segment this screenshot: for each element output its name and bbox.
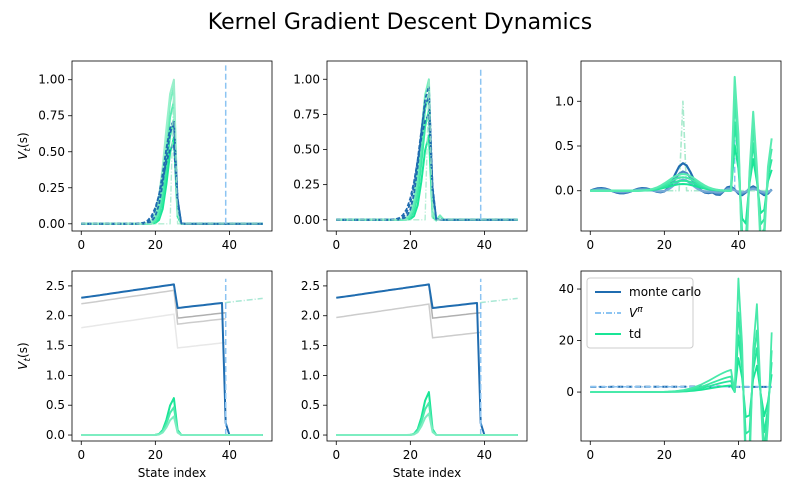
v-pi-curve xyxy=(336,78,518,221)
x-tick-label: 0 xyxy=(77,448,85,462)
x-tick-label: 40 xyxy=(731,448,746,462)
y-tick-label: 2.5 xyxy=(46,279,65,293)
x-tick-label: 20 xyxy=(657,448,672,462)
x-tick-label: 0 xyxy=(586,238,594,252)
td-curve xyxy=(81,415,263,436)
plot-area xyxy=(336,278,518,436)
initial-value-curve xyxy=(336,303,481,339)
y-tick-label: 0.0 xyxy=(46,428,65,442)
y-tick-label: 0.25 xyxy=(38,181,65,195)
y-axis-label-base: V xyxy=(16,361,30,370)
x-tick-label: 40 xyxy=(731,238,746,252)
panel-top-left: 0 20 40 0.00 0.25 0.50 0.75 1.00 Vt(s) xyxy=(16,60,273,252)
x-tick-label: 40 xyxy=(477,448,492,462)
y-tick-label: 1.0 xyxy=(555,94,574,108)
y-tick-label: 2.0 xyxy=(46,309,65,323)
axes-frame xyxy=(71,60,273,232)
legend-label: Vπ xyxy=(629,305,643,320)
x-tick-label: 40 xyxy=(222,238,237,252)
y-tick-label: 0.50 xyxy=(293,143,320,157)
y-tick-label: 0.5 xyxy=(46,398,65,412)
figure-title: Kernel Gradient Descent Dynamics xyxy=(208,10,592,35)
plot-area xyxy=(590,277,773,441)
y-tick-label: 0.75 xyxy=(293,107,320,121)
panel-bottom-right: 0 20 40 0 20 40 monte carlo Vπ td xyxy=(559,270,782,462)
td-curve xyxy=(590,75,773,231)
y-tick-label: 0.00 xyxy=(38,217,65,231)
x-tick-label: 20 xyxy=(657,238,672,252)
x-axis-label: State index xyxy=(393,466,461,480)
x-tick-label: 0 xyxy=(332,238,340,252)
x-tick-label: 20 xyxy=(403,448,418,462)
legend-box xyxy=(586,277,694,349)
y-axis-label-sub: t xyxy=(23,147,33,151)
x-tick-label: 0 xyxy=(332,448,340,462)
panel-top-middle: 0 20 40 0.00 0.25 0.50 0.75 1.00 xyxy=(293,60,528,252)
y-axis-label: Vt(s) xyxy=(16,342,33,369)
y-tick-label: 1.5 xyxy=(301,339,320,353)
v-pi-curve xyxy=(81,78,263,225)
y-tick-label: 0.0 xyxy=(301,428,320,442)
legend-label: monte carlo xyxy=(629,285,701,299)
plot-area xyxy=(81,278,263,436)
y-axis-label-rest: (s) xyxy=(16,132,30,148)
y-tick-label: 20 xyxy=(559,334,574,348)
panel-top-right: 0 20 40 0.0 0.5 1.0 xyxy=(555,60,782,252)
y-axis-label-base: V xyxy=(16,151,30,160)
y-tick-label: 0.5 xyxy=(555,139,574,153)
panel-bottom-middle: 0 20 40 0.0 0.5 1.0 1.5 2.0 2.5 State index xyxy=(301,270,528,480)
td-curve xyxy=(336,412,518,436)
y-tick-label: 0.75 xyxy=(38,109,65,123)
axes-frame xyxy=(326,270,528,442)
y-tick-label: 0.00 xyxy=(293,213,320,227)
y-tick-label: 1.00 xyxy=(293,72,320,86)
plot-area xyxy=(81,65,263,225)
x-tick-label: 20 xyxy=(403,238,418,252)
initial-value-curve xyxy=(81,289,226,325)
y-axis-label-sub: t xyxy=(23,357,33,361)
y-tick-label: 2.0 xyxy=(301,309,320,323)
x-tick-label: 0 xyxy=(77,238,85,252)
y-tick-label: 0 xyxy=(566,385,574,399)
x-tick-label: 40 xyxy=(222,448,237,462)
y-tick-label: 0.0 xyxy=(555,184,574,198)
y-tick-label: 0.5 xyxy=(301,398,320,412)
legend-label: td xyxy=(629,327,641,341)
y-tick-label: 0.50 xyxy=(38,145,65,159)
y-axis-label-rest: (s) xyxy=(16,342,30,358)
axes-frame xyxy=(71,270,273,442)
y-axis-label: Vt(s) xyxy=(16,132,33,159)
y-tick-label: 1.0 xyxy=(46,368,65,382)
y-tick-label: 1.5 xyxy=(46,339,65,353)
x-tick-label: 20 xyxy=(148,238,163,252)
plot-area xyxy=(589,75,773,231)
x-tick-label: 20 xyxy=(148,448,163,462)
y-tick-label: 0.25 xyxy=(293,178,320,192)
plot-area xyxy=(336,68,518,222)
panel-bottom-left: 0 20 40 0.0 0.5 1.0 1.5 2.0 2.5 State index Vt(s) xyxy=(16,270,273,480)
axes-frame xyxy=(580,270,782,442)
initial-value-curve xyxy=(81,313,226,349)
legend-label-base: V xyxy=(629,306,638,320)
x-tick-label: 40 xyxy=(477,238,492,252)
legend-label-sup: π xyxy=(637,305,643,315)
y-tick-label: 40 xyxy=(559,282,574,296)
td-curve xyxy=(590,277,773,441)
x-axis-label: State index xyxy=(138,466,206,480)
y-tick-label: 1.00 xyxy=(38,73,65,87)
y-tick-label: 1.0 xyxy=(301,368,320,382)
x-tick-label: 0 xyxy=(586,448,594,462)
axes-frame xyxy=(326,60,528,232)
y-tick-label: 2.5 xyxy=(301,279,320,293)
